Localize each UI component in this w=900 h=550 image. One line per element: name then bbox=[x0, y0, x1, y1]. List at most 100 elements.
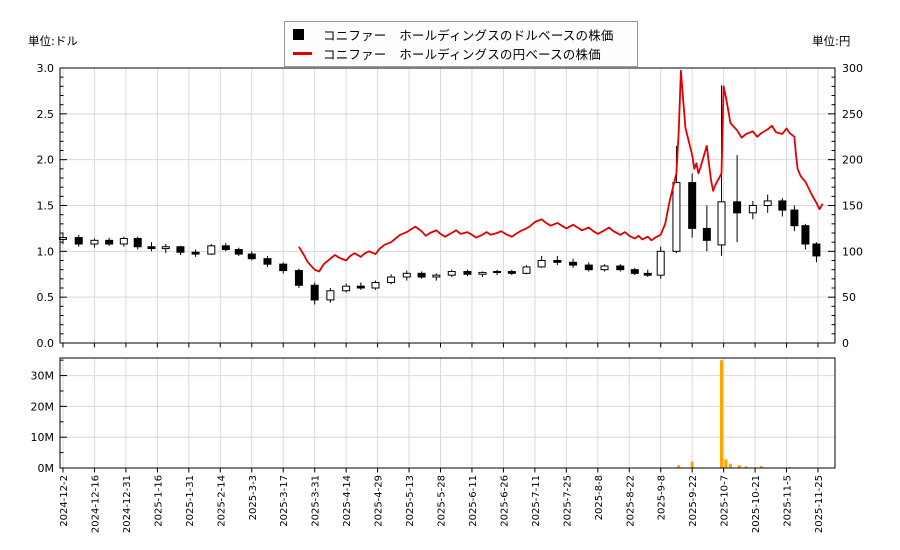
x-tick-label: 2025-6-26 bbox=[499, 475, 510, 527]
volume-bar bbox=[690, 461, 694, 468]
volume-bar bbox=[677, 465, 681, 468]
candle bbox=[812, 243, 821, 257]
black-square-marker bbox=[293, 29, 315, 40]
candle bbox=[643, 272, 652, 276]
x-tick-label: 2025-3-3 bbox=[248, 475, 259, 520]
x-tick-label: 2025-3-31 bbox=[311, 475, 322, 527]
volume-y-tick-label: 10M bbox=[31, 431, 55, 444]
left-y-tick-label: 2.0 bbox=[37, 154, 55, 167]
candle bbox=[522, 266, 531, 274]
legend-label-yen: コニファー ホールディングスの円ベースの株価 bbox=[323, 47, 601, 62]
legend-label-dollar: コニファー ホールディングスのドルベースの株価 bbox=[323, 28, 614, 43]
candle bbox=[630, 269, 639, 274]
x-tick-label: 2025-11-25 bbox=[814, 475, 825, 533]
candle bbox=[763, 200, 772, 207]
x-tick-label: 2025-3-17 bbox=[279, 475, 290, 527]
x-tick-label: 2025-10-7 bbox=[720, 475, 731, 527]
candle bbox=[310, 284, 319, 301]
candle bbox=[733, 201, 742, 214]
x-tick-label: 2025-8-22 bbox=[625, 475, 636, 527]
x-tick-label: 2025-6-11 bbox=[468, 475, 479, 527]
x-tick-label: 2024-12-2 bbox=[59, 475, 70, 527]
right-y-tick-label: 0 bbox=[842, 337, 849, 350]
candle bbox=[493, 271, 502, 273]
candle bbox=[616, 265, 625, 271]
x-tick-label: 2025-11-5 bbox=[783, 475, 794, 527]
candle bbox=[356, 285, 365, 289]
left-y-tick-label: 3.0 bbox=[37, 62, 55, 75]
candle bbox=[74, 237, 83, 245]
volume-bar bbox=[744, 466, 748, 468]
candle bbox=[402, 272, 411, 278]
candle bbox=[656, 250, 665, 276]
candle bbox=[801, 225, 810, 245]
right-axis-unit-label: 単位:円 bbox=[812, 34, 851, 48]
candle bbox=[432, 274, 441, 278]
axes-ticks-labels: 3.0 2.5 2.0 1.5 1.0 0.5 0.0 300 250 200 150 100 50 0 3… bbox=[31, 62, 864, 533]
candle bbox=[90, 239, 99, 245]
x-tick-label: 2025-5-28 bbox=[437, 475, 448, 527]
volume-bar bbox=[720, 360, 724, 468]
legend-item-yen: コニファー ホールディングスの円ベースの株価 bbox=[293, 44, 629, 63]
x-tick-label: 2025-8-8 bbox=[594, 475, 605, 520]
candle bbox=[688, 182, 697, 229]
red-line-marker bbox=[293, 52, 315, 55]
right-y-tick-label: 300 bbox=[842, 62, 863, 75]
candle bbox=[191, 251, 200, 255]
candle bbox=[417, 272, 426, 278]
right-y-tick-label: 250 bbox=[842, 108, 863, 121]
candle bbox=[279, 263, 288, 272]
candle bbox=[234, 249, 243, 255]
x-tick-label: 2025-4-14 bbox=[342, 475, 353, 527]
candle bbox=[672, 182, 681, 252]
x-tick-label: 2025-7-11 bbox=[531, 475, 542, 527]
right-y-tick-label: 100 bbox=[842, 245, 863, 258]
x-tick-label: 2025-9-22 bbox=[688, 475, 699, 527]
x-tick-label: 2025-2-14 bbox=[216, 475, 227, 527]
volume-bar bbox=[759, 466, 763, 468]
x-tick-label: 2024-12-16 bbox=[90, 475, 101, 533]
plot-frames bbox=[59, 67, 836, 469]
candle bbox=[447, 271, 456, 276]
gridlines bbox=[60, 68, 835, 468]
right-y-tick-label: 50 bbox=[842, 291, 856, 304]
x-tick-label: 2025-1-16 bbox=[153, 475, 164, 527]
right-y-tick-label: 200 bbox=[842, 154, 863, 167]
left-y-tick-label: 1.5 bbox=[37, 200, 55, 213]
candle bbox=[507, 271, 516, 274]
candle bbox=[371, 282, 380, 289]
left-y-tick-label: 0.5 bbox=[37, 291, 55, 304]
x-tick-label: 2024-12-31 bbox=[122, 475, 133, 533]
left-y-tick-label: 2.5 bbox=[37, 108, 55, 121]
candle bbox=[105, 239, 114, 245]
candle bbox=[342, 285, 351, 292]
volume-y-tick-label: 20M bbox=[31, 400, 55, 413]
volume-y-tick-label: 0M bbox=[38, 462, 55, 475]
volume-bar bbox=[728, 463, 732, 468]
candle bbox=[584, 264, 593, 271]
right-y-tick-label: 150 bbox=[842, 200, 863, 213]
left-y-tick-label: 0.0 bbox=[37, 337, 55, 350]
volume-bar bbox=[737, 465, 741, 468]
left-axis-unit-label: 単位:ドル bbox=[28, 34, 78, 48]
x-tick-label: 2025-4-29 bbox=[374, 475, 385, 527]
candle bbox=[537, 260, 546, 268]
volume-series bbox=[677, 360, 792, 468]
candle bbox=[553, 260, 562, 263]
candle bbox=[790, 209, 799, 227]
candle bbox=[176, 246, 185, 253]
yen-line-series bbox=[298, 69, 824, 273]
candle bbox=[778, 200, 787, 211]
x-tick-label: 2025-9-8 bbox=[657, 475, 668, 520]
candle bbox=[748, 205, 757, 214]
volume-y-tick-label: 30M bbox=[31, 370, 55, 383]
candle bbox=[263, 258, 272, 265]
candle bbox=[147, 246, 156, 250]
candle bbox=[478, 271, 487, 275]
candle bbox=[221, 245, 230, 250]
candle bbox=[294, 270, 303, 286]
yen-price-line bbox=[298, 69, 824, 273]
volume-bar bbox=[724, 459, 728, 468]
